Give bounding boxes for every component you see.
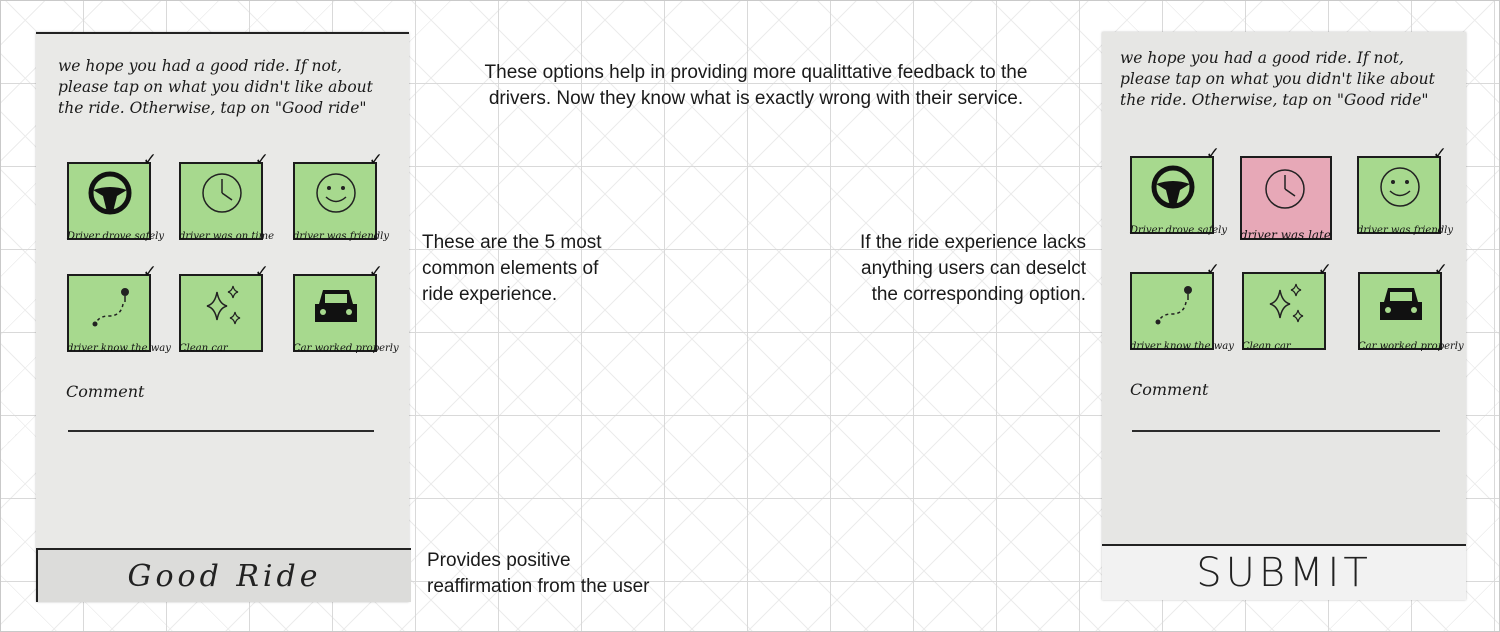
option-label: Driver drove safely: [67, 231, 163, 242]
intro-line: please tap on what you didn't like about: [58, 77, 378, 98]
option-drove-safely[interactable]: ✓ Driver drove safely: [67, 162, 151, 240]
annotation-deselect-option: If the ride experience lacks anything us…: [796, 230, 1086, 308]
annotation-line: If the ride experience lacks: [796, 230, 1086, 256]
good-ride-label: Good Ride: [128, 559, 322, 594]
option-friendly[interactable]: ✓ driver was friendly: [1357, 156, 1441, 234]
steering-wheel-icon: [1148, 164, 1198, 210]
option-friendly[interactable]: ✓ driver was friendly: [293, 162, 377, 240]
good-ride-button[interactable]: Good Ride: [36, 548, 411, 602]
option-label: driver was on time: [179, 231, 275, 242]
annotation-five-elements: These are the 5 most common elements of …: [422, 230, 722, 308]
check-icon: ✓: [1318, 260, 1332, 280]
option-label: driver know the way: [67, 343, 163, 354]
option-know-the-way[interactable]: ✓ driver know the way: [67, 274, 151, 352]
annotation-line: anything users can deselct: [796, 256, 1086, 282]
intro-line: the ride. Otherwise, tap on "Good ride": [58, 98, 378, 119]
comment-label: Comment: [1130, 380, 1208, 399]
intro-text: we hope you had a good ride. If not, ple…: [58, 56, 378, 119]
intro-line: the ride. Otherwise, tap on "Good ride": [1120, 90, 1440, 111]
annotation-line: common elements of: [422, 256, 722, 282]
option-know-the-way[interactable]: ✓ driver know the way: [1130, 272, 1214, 350]
comment-label: Comment: [66, 382, 144, 401]
option-label: Car worked properly: [1358, 341, 1454, 352]
steering-wheel-icon: [85, 170, 135, 216]
option-on-time[interactable]: ✓ driver was on time: [179, 162, 263, 240]
option-label: driver know the way: [1130, 341, 1226, 352]
sparkle-icon: [197, 282, 247, 328]
left-feedback-screen: we hope you had a good ride. If not, ple…: [36, 32, 409, 602]
check-icon: ✓: [1206, 144, 1220, 164]
check-icon: ✓: [369, 262, 383, 282]
option-label: driver was late: [1240, 228, 1344, 242]
option-label: Car worked properly: [293, 343, 389, 354]
smiley-icon: [311, 170, 361, 216]
check-icon: ✓: [143, 262, 157, 282]
submit-button[interactable]: SUBMIT: [1102, 544, 1466, 600]
annotation-line: These options help in providing more qua…: [426, 60, 1086, 86]
intro-line: we hope you had a good ride. If not,: [1120, 48, 1440, 69]
intro-text: we hope you had a good ride. If not, ple…: [1120, 48, 1440, 111]
intro-line: please tap on what you didn't like about: [1120, 69, 1440, 90]
check-icon: ✓: [255, 262, 269, 282]
option-drove-safely[interactable]: ✓ Driver drove safely: [1130, 156, 1214, 234]
car-icon: [311, 282, 361, 328]
annotation-line: ride experience.: [422, 282, 722, 308]
option-clean-car[interactable]: ✓ Clean car: [1242, 272, 1326, 350]
option-label: Driver drove safely: [1130, 225, 1226, 236]
submit-label: SUBMIT: [1196, 550, 1372, 596]
annotation-qualitative-feedback: These options help in providing more qua…: [426, 60, 1086, 112]
route-icon: [85, 282, 135, 328]
sparkle-icon: [1260, 280, 1310, 326]
option-car-worked[interactable]: ✓ Car worked properly: [293, 274, 377, 352]
intro-line: we hope you had a good ride. If not,: [58, 56, 378, 77]
annotation-line: Provides positive: [427, 548, 747, 574]
annotation-line: drivers. Now they know what is exactly w…: [426, 86, 1086, 112]
check-icon: ✓: [1433, 144, 1447, 164]
route-icon: [1148, 280, 1198, 326]
option-label: driver was friendly: [1357, 225, 1453, 236]
check-icon: ✓: [1434, 260, 1448, 280]
clock-icon: [1260, 166, 1310, 212]
option-label: Clean car: [1242, 341, 1338, 352]
comment-input[interactable]: [68, 430, 374, 432]
comment-input[interactable]: [1132, 430, 1440, 432]
option-label: Clean car: [179, 343, 275, 354]
check-icon: ✓: [369, 150, 383, 170]
clock-icon: [197, 170, 247, 216]
option-driver-was-late[interactable]: driver was late: [1240, 156, 1332, 240]
annotation-line: These are the 5 most: [422, 230, 722, 256]
check-icon: ✓: [143, 150, 157, 170]
check-icon: ✓: [1206, 260, 1220, 280]
annotation-line: reaffirmation from the user: [427, 574, 747, 600]
option-clean-car[interactable]: ✓ Clean car: [179, 274, 263, 352]
annotation-line: the corresponding option.: [796, 282, 1086, 308]
car-icon: [1376, 280, 1426, 326]
option-label: driver was friendly: [293, 231, 389, 242]
right-feedback-screen: we hope you had a good ride. If not, ple…: [1102, 32, 1466, 600]
option-car-worked[interactable]: ✓ Car worked properly: [1358, 272, 1442, 350]
check-icon: ✓: [255, 150, 269, 170]
annotation-positive-reaffirmation: Provides positive reaffirmation from the…: [427, 548, 747, 600]
smiley-icon: [1375, 164, 1425, 210]
